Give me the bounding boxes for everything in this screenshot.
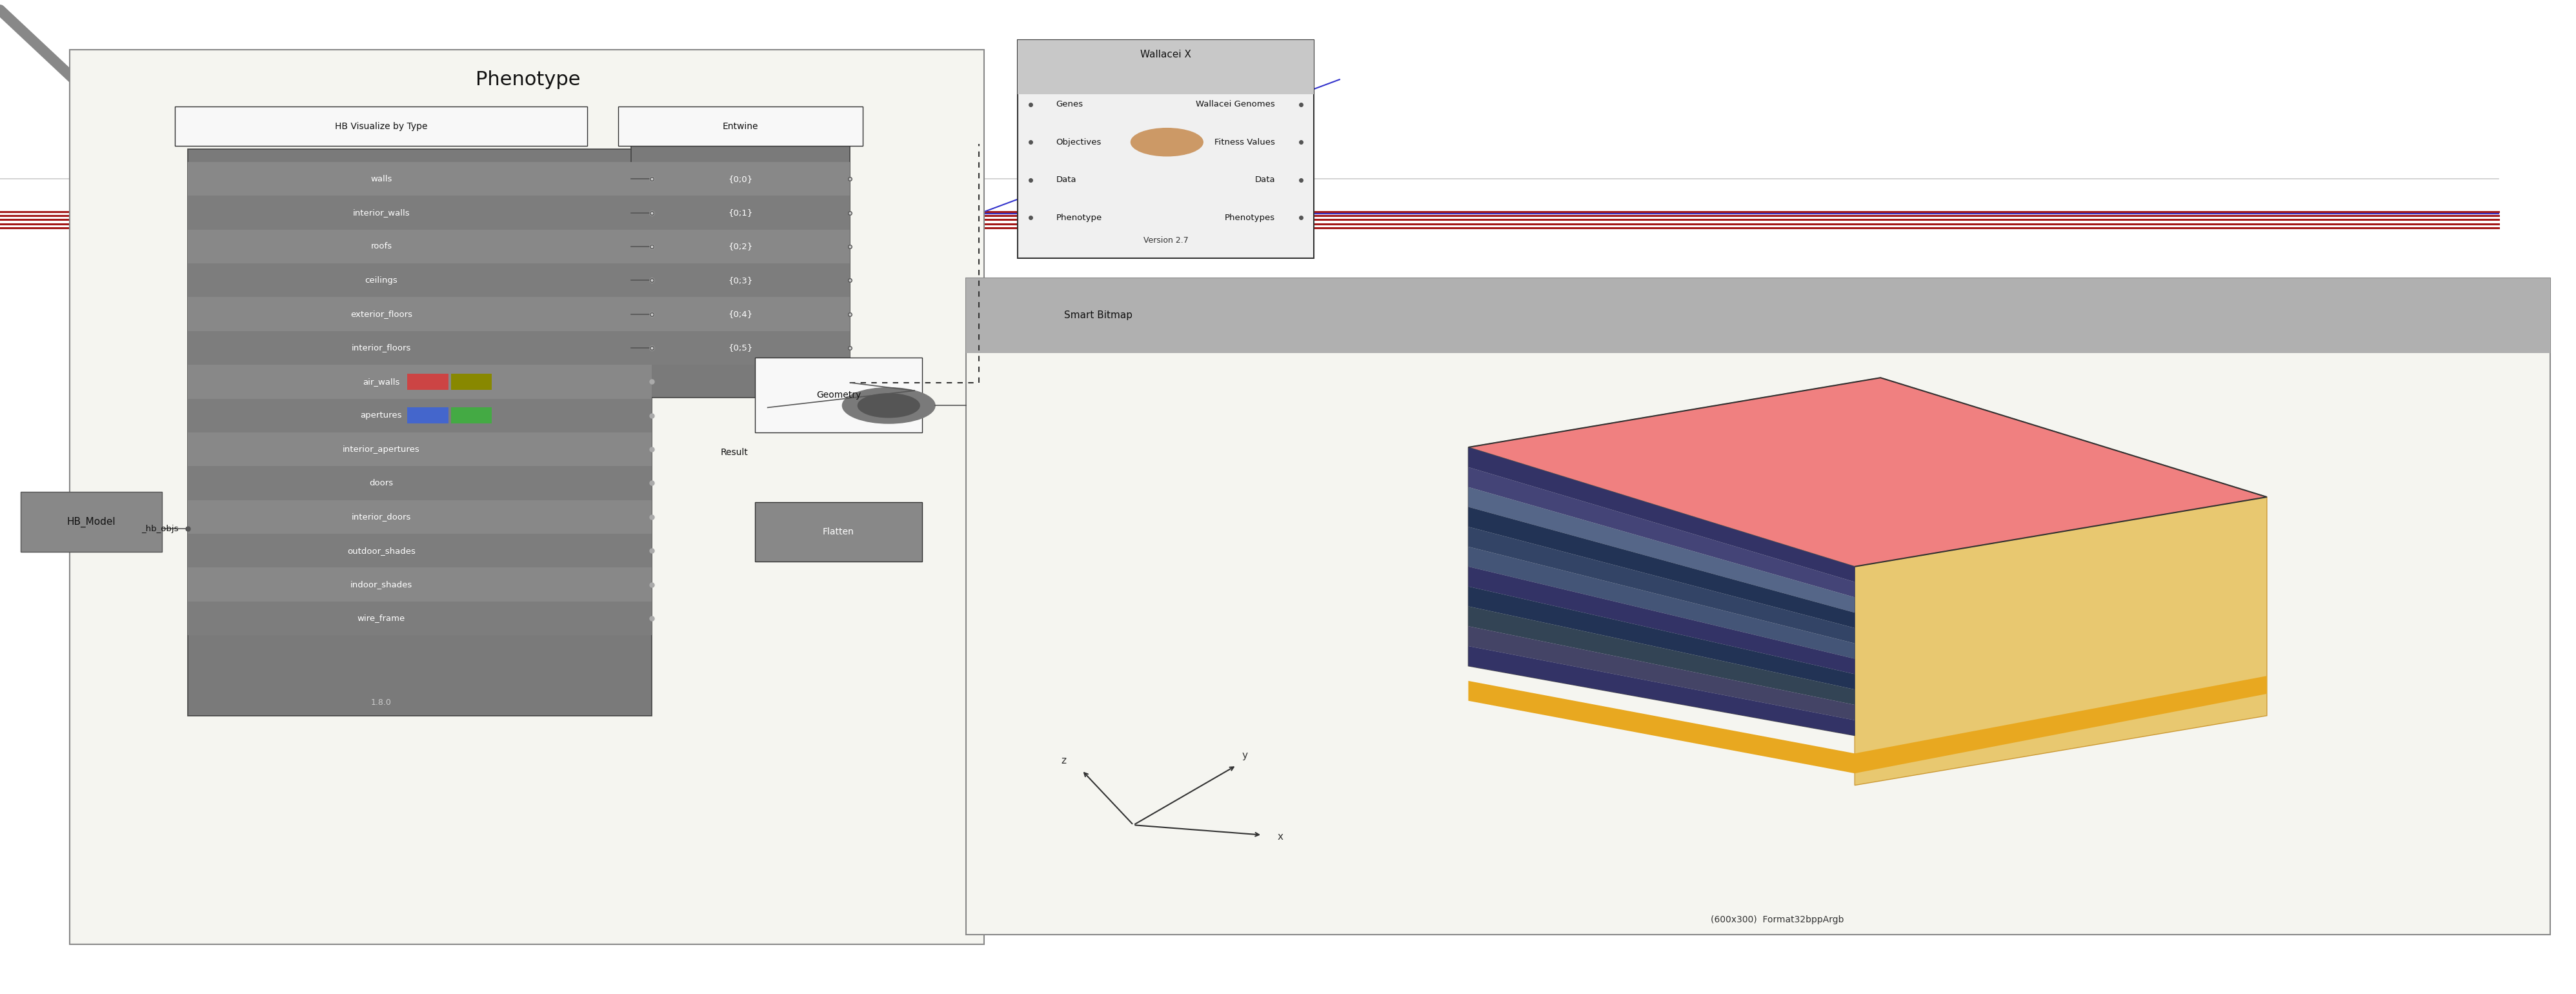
Text: outdoor_shades: outdoor_shades: [348, 547, 415, 555]
FancyBboxPatch shape: [188, 263, 652, 297]
FancyBboxPatch shape: [966, 278, 2550, 353]
Bar: [451, 374, 492, 390]
Text: {0;5}: {0;5}: [729, 344, 752, 352]
FancyBboxPatch shape: [188, 466, 652, 500]
FancyBboxPatch shape: [631, 230, 850, 263]
Text: Data: Data: [1255, 176, 1275, 184]
Text: HB Visualize by Type: HB Visualize by Type: [335, 121, 428, 131]
FancyBboxPatch shape: [631, 331, 850, 365]
Polygon shape: [1468, 487, 1855, 612]
Polygon shape: [1468, 586, 1855, 690]
Text: Phenotype: Phenotype: [477, 71, 580, 88]
Text: Genes: Genes: [1056, 100, 1084, 108]
FancyBboxPatch shape: [188, 149, 652, 716]
FancyBboxPatch shape: [188, 534, 652, 568]
Text: {0;0}: {0;0}: [729, 175, 752, 183]
FancyBboxPatch shape: [188, 601, 652, 635]
Text: x: x: [1278, 832, 1283, 842]
Text: 1.8.0: 1.8.0: [371, 699, 392, 707]
Text: wire_frame: wire_frame: [358, 614, 404, 622]
Polygon shape: [1855, 497, 2267, 785]
Polygon shape: [1468, 567, 1855, 674]
Polygon shape: [1468, 378, 2267, 567]
Circle shape: [842, 388, 935, 423]
FancyBboxPatch shape: [21, 492, 162, 552]
Text: z: z: [1061, 755, 1066, 765]
Text: Smart Bitmap: Smart Bitmap: [1064, 310, 1133, 320]
FancyBboxPatch shape: [188, 432, 652, 466]
FancyBboxPatch shape: [188, 500, 652, 534]
Text: Entwine: Entwine: [724, 121, 757, 131]
Polygon shape: [1468, 447, 1855, 581]
FancyBboxPatch shape: [631, 144, 850, 398]
Text: Wallacei X: Wallacei X: [1141, 50, 1190, 60]
Text: {0;1}: {0;1}: [729, 209, 752, 217]
FancyBboxPatch shape: [1018, 40, 1314, 258]
FancyBboxPatch shape: [70, 50, 984, 944]
Text: exterior_floors: exterior_floors: [350, 310, 412, 318]
Text: Objectives: Objectives: [1056, 138, 1103, 146]
FancyBboxPatch shape: [188, 230, 652, 263]
Text: air_walls: air_walls: [363, 378, 399, 386]
Bar: [407, 374, 448, 390]
Text: Fitness Values: Fitness Values: [1213, 138, 1275, 146]
FancyBboxPatch shape: [631, 263, 850, 297]
Polygon shape: [1468, 447, 1855, 736]
Text: HB_Model: HB_Model: [67, 517, 116, 527]
FancyBboxPatch shape: [631, 162, 850, 196]
Text: ceilings: ceilings: [366, 276, 397, 284]
FancyBboxPatch shape: [188, 297, 652, 331]
FancyBboxPatch shape: [188, 162, 652, 196]
Bar: [451, 408, 492, 423]
Text: Result: Result: [721, 447, 747, 457]
Text: y: y: [1242, 750, 1247, 760]
Polygon shape: [1468, 527, 1855, 643]
FancyBboxPatch shape: [188, 196, 652, 230]
FancyBboxPatch shape: [631, 196, 850, 230]
Polygon shape: [1468, 467, 1855, 597]
Text: {0;3}: {0;3}: [729, 276, 752, 284]
FancyBboxPatch shape: [618, 106, 863, 146]
Text: roofs: roofs: [371, 243, 392, 250]
Text: Wallacei Genomes: Wallacei Genomes: [1195, 100, 1275, 108]
FancyBboxPatch shape: [188, 365, 652, 399]
Text: Flatten: Flatten: [822, 527, 855, 537]
Text: apertures: apertures: [361, 412, 402, 419]
Polygon shape: [1468, 626, 1855, 721]
FancyBboxPatch shape: [966, 278, 2550, 934]
Text: Data: Data: [1056, 176, 1077, 184]
FancyBboxPatch shape: [631, 297, 850, 331]
Text: {0;4}: {0;4}: [729, 310, 752, 318]
FancyBboxPatch shape: [755, 358, 922, 432]
Bar: [407, 408, 448, 423]
Text: interior_apertures: interior_apertures: [343, 445, 420, 453]
Text: Phenotypes: Phenotypes: [1224, 214, 1275, 222]
FancyBboxPatch shape: [188, 399, 652, 432]
Text: _hb_objs: _hb_objs: [142, 525, 178, 533]
FancyBboxPatch shape: [188, 331, 652, 365]
Text: walls: walls: [371, 175, 392, 183]
Text: Geometry: Geometry: [817, 391, 860, 400]
Polygon shape: [1468, 606, 1855, 705]
Polygon shape: [1468, 646, 1855, 736]
FancyBboxPatch shape: [1018, 40, 1314, 94]
Circle shape: [1131, 128, 1203, 156]
Text: indoor_shades: indoor_shades: [350, 580, 412, 588]
Text: {0;2}: {0;2}: [729, 243, 752, 250]
Circle shape: [858, 394, 920, 417]
Polygon shape: [1468, 676, 2267, 773]
Text: (600x300)  Format32bppArgb: (600x300) Format32bppArgb: [1710, 914, 1844, 924]
Text: interior_floors: interior_floors: [350, 344, 412, 352]
Polygon shape: [1468, 507, 1855, 628]
FancyBboxPatch shape: [755, 502, 922, 562]
Text: interior_doors: interior_doors: [350, 513, 412, 521]
FancyBboxPatch shape: [188, 568, 652, 601]
Text: doors: doors: [368, 479, 394, 487]
Text: Phenotype: Phenotype: [1056, 214, 1103, 222]
Text: Version 2.7: Version 2.7: [1144, 237, 1188, 245]
Text: interior_walls: interior_walls: [353, 209, 410, 217]
Polygon shape: [1468, 547, 1855, 659]
FancyBboxPatch shape: [175, 106, 587, 146]
